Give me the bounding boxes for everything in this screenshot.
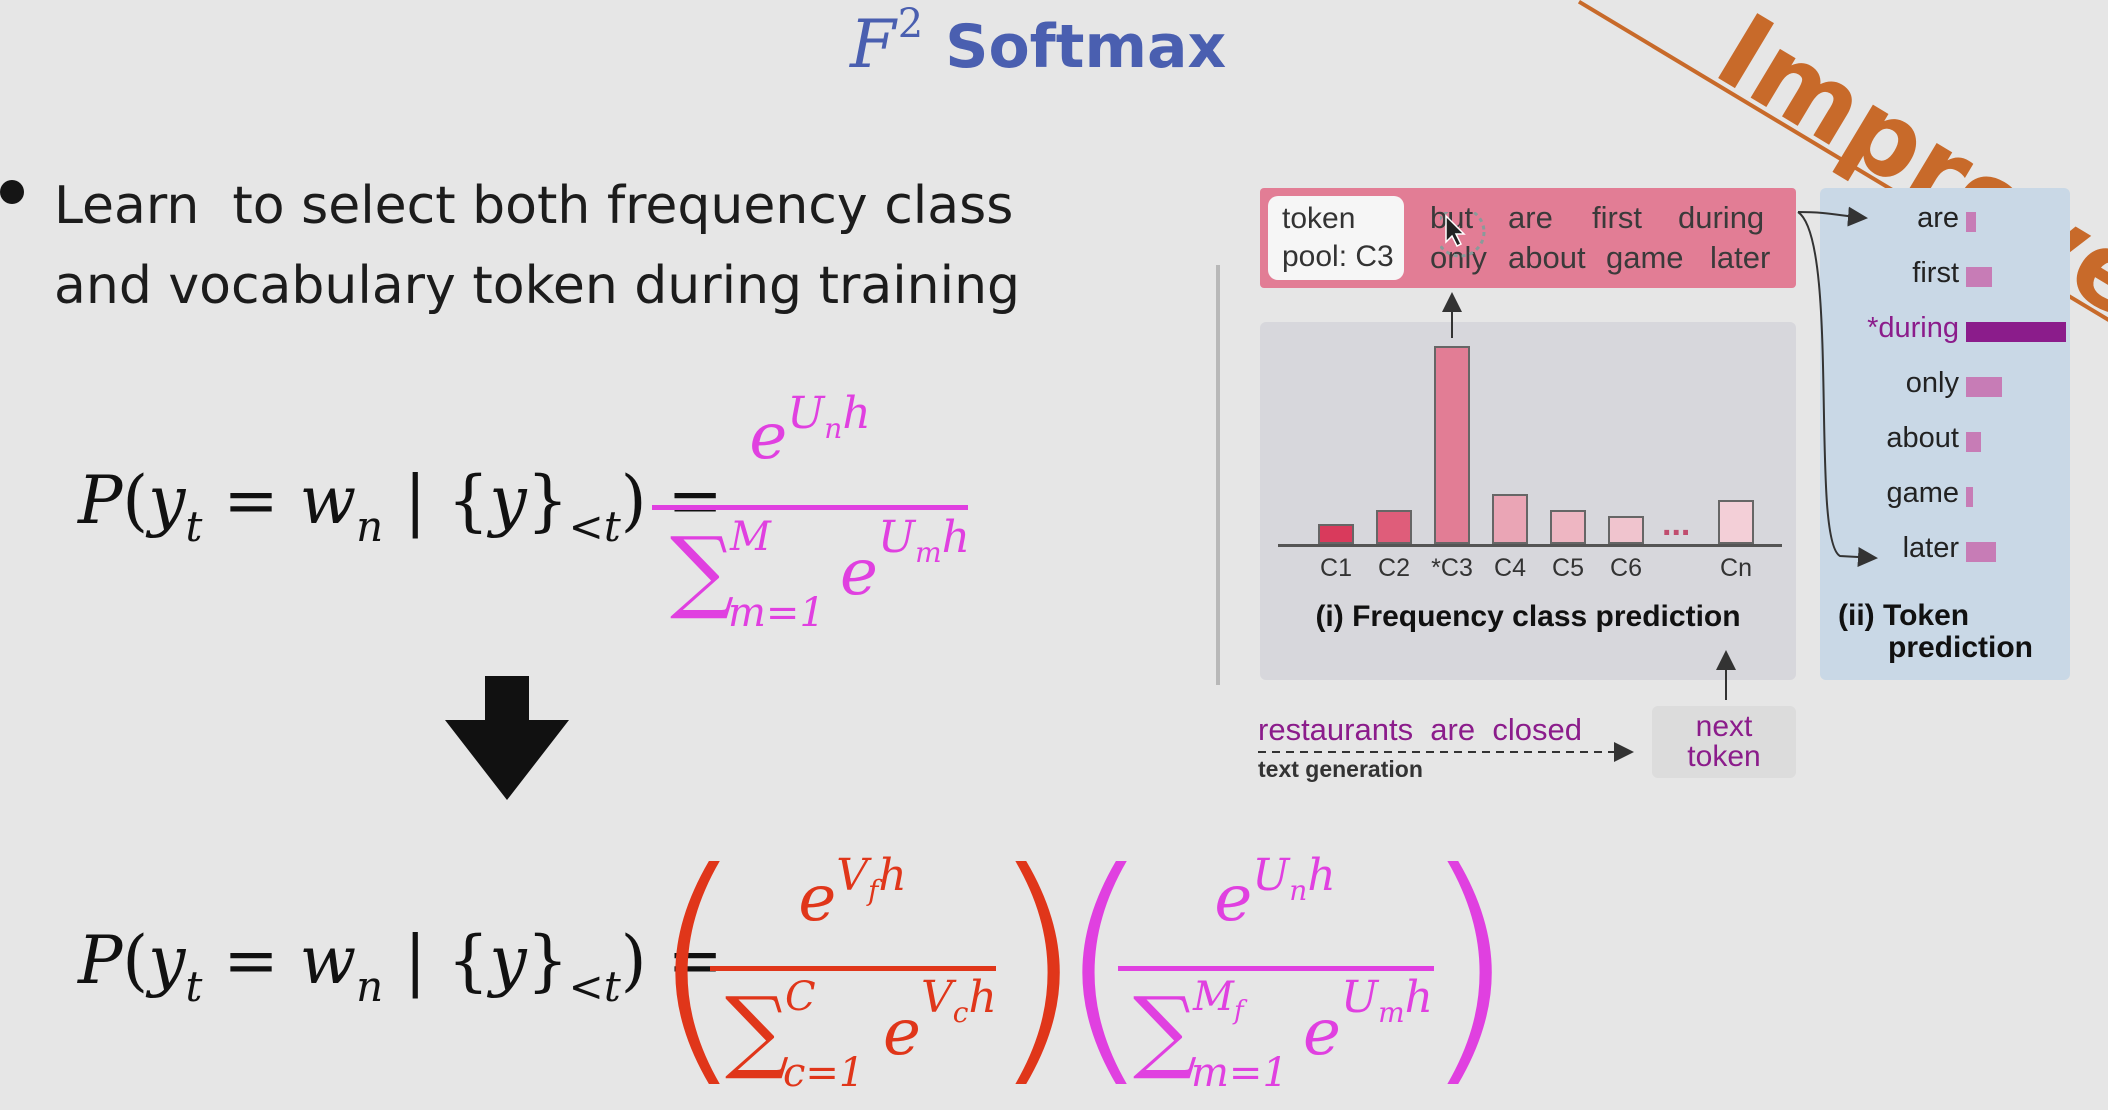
bullet-line-1: Learn to select both frequency class — [54, 176, 1014, 236]
frequency-bar — [1434, 346, 1470, 544]
pool-label-line1: token — [1282, 202, 1356, 235]
ellipsis: ... — [1662, 505, 1691, 543]
token-title-line1: (ii) Token — [1838, 599, 1970, 632]
equation2-frac2-denominator: ∑ Mf m=1 e Umh — [1133, 972, 1433, 1096]
token-label: are — [1917, 202, 1959, 234]
pool-word: about — [1508, 240, 1586, 275]
token-bar — [1966, 487, 1973, 507]
right-paren-red: ) — [988, 819, 1086, 1110]
equation2-lhs: P(yt = wn | {y}<t) = — [78, 922, 723, 1011]
token-bar — [1966, 267, 1992, 287]
equation2-frac1-line — [710, 966, 996, 971]
equation2-frac2-line — [1118, 966, 1434, 971]
equation1-denominator: ∑ M m=1 e Umh — [670, 512, 970, 636]
frequency-category-label: C1 — [1320, 554, 1352, 582]
frequency-bar — [1550, 510, 1586, 544]
slide-title: F 2 Softmax — [850, 1, 1227, 96]
token-prediction-panel — [1820, 188, 2070, 680]
frequency-category-label: C5 — [1552, 554, 1584, 582]
pool-word: game — [1606, 240, 1684, 275]
frequency-bar — [1718, 500, 1754, 544]
title-text: Softmax — [945, 12, 1227, 82]
token-label: first — [1912, 257, 1959, 289]
next-token-line1: next — [1695, 710, 1753, 743]
token-bar — [1966, 542, 1996, 562]
input-context-text: restaurants are closed — [1258, 712, 1582, 747]
equation1-numerator: eUnh — [749, 388, 871, 474]
frequency-category-label: *C3 — [1431, 554, 1473, 582]
title-superscript: 2 — [897, 1, 924, 47]
token-bar — [1966, 432, 1981, 452]
pool-word: during — [1678, 200, 1765, 235]
equation1-lhs: P(yt = wn | {y}<t) = — [78, 462, 723, 551]
frequency-class-title: (i) Frequency class prediction — [1315, 600, 1741, 633]
figure-divider — [1216, 265, 1220, 685]
pool-word: are — [1508, 200, 1553, 235]
token-bar — [1966, 212, 1976, 232]
pool-label-line2: pool: C3 — [1282, 240, 1394, 273]
bullet-text: Learn to select both frequency class and… — [54, 166, 1020, 326]
equation1-fraction-line — [652, 505, 968, 510]
arrow-pool-to-are — [1797, 206, 1868, 227]
token-label: later — [1902, 532, 1959, 564]
bullet-line-2: and vocabulary token during training — [54, 256, 1021, 316]
next-token-box: next token — [1652, 706, 1796, 778]
frequency-category-label: Cn — [1720, 554, 1752, 582]
right-paren-magenta: ) — [1420, 819, 1518, 1110]
token-label: *during — [1867, 312, 1959, 344]
equation2-frac1-denominator: ∑ C c=1 e Vch — [725, 972, 997, 1096]
text-generation-label: text generation — [1258, 756, 1423, 782]
frequency-bar — [1492, 494, 1528, 544]
token-prediction-title: (ii) Token prediction — [1838, 600, 2033, 664]
frequency-axis — [1278, 544, 1782, 547]
mouse-cursor-icon — [1440, 212, 1486, 258]
token-bar — [1966, 377, 2002, 397]
token-bar — [1966, 322, 2066, 342]
token-label: about — [1886, 422, 1959, 454]
pool-word: first — [1592, 200, 1642, 235]
bullet-icon — [0, 180, 24, 204]
arrow-pool-to-later — [1797, 211, 1878, 567]
frequency-bar — [1376, 510, 1412, 544]
frequency-bar — [1318, 524, 1354, 544]
equation2-frac1-numerator: eVfh — [798, 850, 907, 936]
pool-word: later — [1710, 240, 1771, 275]
frequency-category-label: C6 — [1610, 554, 1642, 582]
token-label: game — [1886, 477, 1959, 509]
equation2-frac2-numerator: eUnh — [1214, 850, 1336, 936]
frequency-bar — [1608, 516, 1644, 544]
title-math-f: F — [850, 6, 896, 83]
token-title-line2: prediction — [1888, 631, 2034, 664]
left-paren-magenta: ( — [1055, 819, 1153, 1110]
frequency-category-label: C2 — [1378, 554, 1410, 582]
frequency-class-panel — [1260, 322, 1796, 680]
frequency-category-label: C4 — [1494, 554, 1526, 582]
next-token-line2: token — [1687, 740, 1761, 773]
down-arrow-icon — [445, 676, 569, 800]
left-paren-red: ( — [648, 819, 746, 1110]
token-pool-label: token pool: C3 — [1268, 196, 1404, 280]
token-label: only — [1905, 367, 1959, 399]
